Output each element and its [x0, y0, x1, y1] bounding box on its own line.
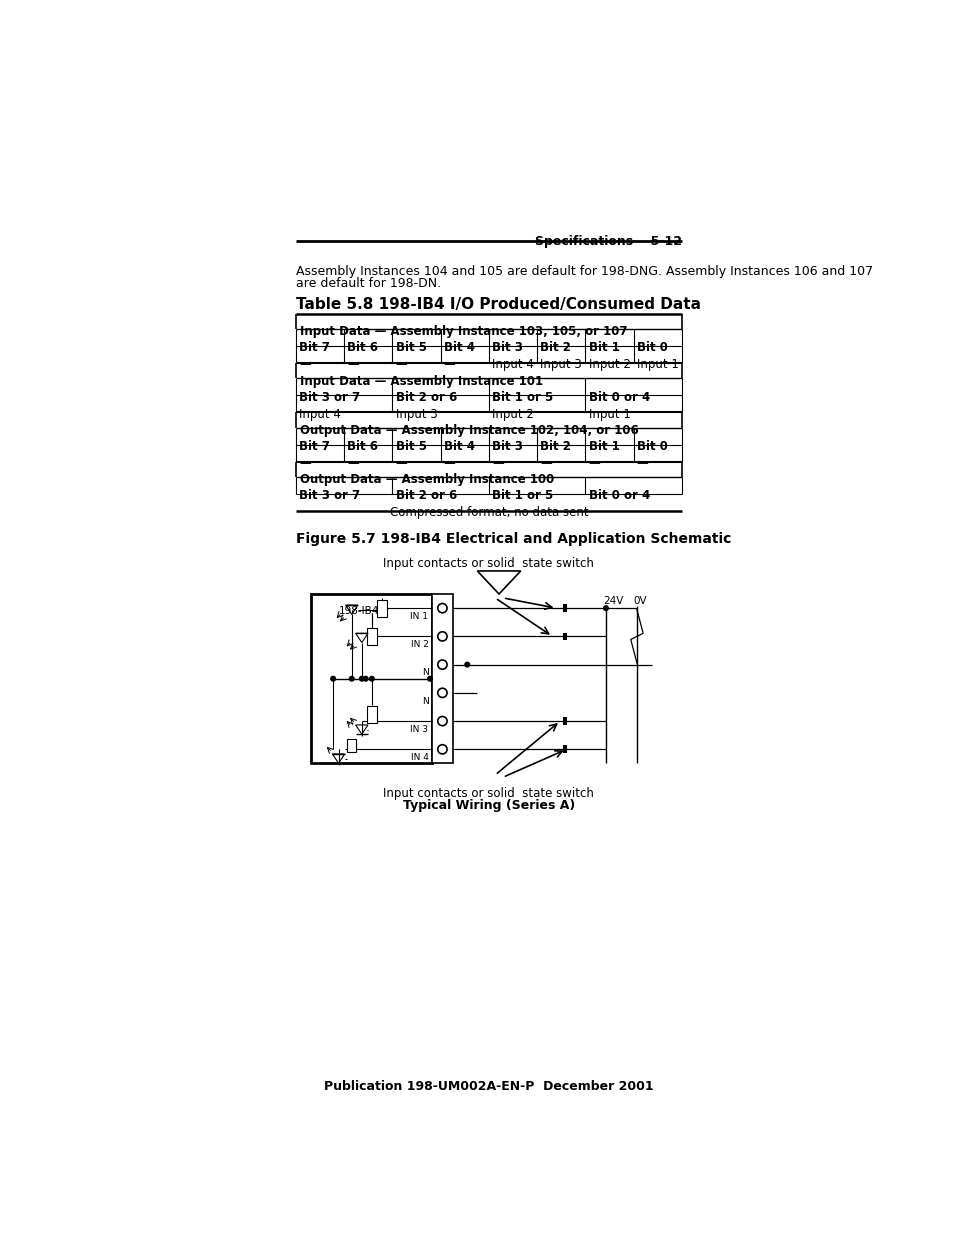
Text: —: — — [588, 457, 599, 471]
Bar — [311, 594, 431, 763]
Text: Input 2: Input 2 — [588, 358, 630, 372]
Bar — [367, 706, 376, 724]
Text: Bit 7: Bit 7 — [298, 341, 330, 354]
Text: Bit 1: Bit 1 — [588, 440, 618, 453]
Text: Bit 3: Bit 3 — [492, 440, 522, 453]
Text: Bit 4: Bit 4 — [443, 341, 475, 354]
Bar — [431, 594, 453, 763]
Text: N: N — [421, 668, 428, 678]
Bar — [367, 627, 376, 645]
Text: Bit 2: Bit 2 — [539, 341, 571, 354]
Text: Bit 7: Bit 7 — [298, 440, 330, 453]
Circle shape — [363, 677, 368, 680]
Text: 198-IB4: 198-IB4 — [338, 606, 378, 616]
Text: Input 4: Input 4 — [298, 408, 340, 421]
Text: Table 5.8 198-IB4 I/O Produced/Consumed Data: Table 5.8 198-IB4 I/O Produced/Consumed … — [295, 296, 700, 311]
Circle shape — [331, 677, 335, 680]
Text: —: — — [298, 457, 311, 471]
Text: Bit 0 or 4: Bit 0 or 4 — [588, 390, 649, 404]
Text: Input 1: Input 1 — [636, 358, 678, 372]
Text: Input contacts or solid  state switch: Input contacts or solid state switch — [383, 557, 594, 571]
Text: —: — — [443, 457, 455, 471]
Text: IN 4: IN 4 — [410, 753, 428, 762]
Text: Input Data — Assembly Instance 103, 105, or 107: Input Data — Assembly Instance 103, 105,… — [299, 325, 627, 338]
Text: Assembly Instances 104 and 105 are default for 198-DNG. Assembly Instances 106 a: Assembly Instances 104 and 105 are defau… — [295, 266, 872, 278]
Text: Specifications    5-12: Specifications 5-12 — [535, 235, 681, 248]
Text: Publication 198-UM002A-EN-P  December 2001: Publication 198-UM002A-EN-P December 200… — [324, 1079, 653, 1093]
Text: Bit 4: Bit 4 — [443, 440, 475, 453]
Circle shape — [427, 677, 432, 680]
Text: —: — — [347, 358, 358, 372]
Text: Typical Wiring (Series A): Typical Wiring (Series A) — [402, 799, 575, 811]
Text: Input 2: Input 2 — [492, 408, 534, 421]
Circle shape — [369, 677, 374, 680]
Text: Bit 2 or 6: Bit 2 or 6 — [395, 390, 456, 404]
Text: 24V: 24V — [602, 597, 622, 606]
Text: Input contacts or solid  state switch: Input contacts or solid state switch — [383, 787, 594, 799]
Text: Output Data — Assembly Instance 102, 104, or 106: Output Data — Assembly Instance 102, 104… — [299, 424, 638, 437]
Text: Bit 5: Bit 5 — [395, 341, 426, 354]
Text: IN 3: IN 3 — [410, 725, 428, 734]
Circle shape — [349, 677, 354, 680]
Text: Bit 1 or 5: Bit 1 or 5 — [492, 489, 553, 503]
Text: Bit 6: Bit 6 — [347, 341, 378, 354]
Text: Input 3: Input 3 — [395, 408, 436, 421]
Text: Bit 2: Bit 2 — [539, 440, 571, 453]
Text: —: — — [298, 358, 311, 372]
Text: —: — — [539, 457, 552, 471]
Text: N: N — [421, 697, 428, 705]
Text: Bit 0 or 4: Bit 0 or 4 — [588, 489, 649, 503]
Text: Bit 0: Bit 0 — [636, 440, 667, 453]
Circle shape — [359, 677, 364, 680]
Bar — [347, 739, 356, 752]
Text: IN 2: IN 2 — [410, 640, 428, 650]
Text: —: — — [492, 457, 503, 471]
Text: are default for 198-DN.: are default for 198-DN. — [295, 277, 440, 290]
Text: Bit 3: Bit 3 — [492, 341, 522, 354]
Text: Bit 1: Bit 1 — [588, 341, 618, 354]
Text: Bit 3 or 7: Bit 3 or 7 — [298, 489, 360, 503]
Text: Bit 5: Bit 5 — [395, 440, 426, 453]
Text: Compressed format, no data sent: Compressed format, no data sent — [389, 506, 588, 519]
Text: IN 1: IN 1 — [410, 613, 428, 621]
Text: —: — — [395, 358, 407, 372]
Text: Input 4: Input 4 — [492, 358, 534, 372]
Text: Bit 3 or 7: Bit 3 or 7 — [298, 390, 360, 404]
Text: Bit 6: Bit 6 — [347, 440, 378, 453]
Text: Bit 2 or 6: Bit 2 or 6 — [395, 489, 456, 503]
Text: 0V: 0V — [633, 597, 647, 606]
Text: Bit 1 or 5: Bit 1 or 5 — [492, 390, 553, 404]
Text: —: — — [395, 457, 407, 471]
Text: —: — — [636, 457, 648, 471]
Text: Bit 0: Bit 0 — [636, 341, 667, 354]
Text: Input Data — Assembly Instance 101: Input Data — Assembly Instance 101 — [299, 374, 542, 388]
Text: Input 3: Input 3 — [539, 358, 581, 372]
Circle shape — [603, 606, 608, 610]
Text: —: — — [443, 358, 455, 372]
Text: —: — — [347, 457, 358, 471]
Bar — [377, 600, 386, 616]
Text: Output Data — Assembly Instance 100: Output Data — Assembly Instance 100 — [299, 473, 554, 487]
Circle shape — [464, 662, 469, 667]
Text: Input 1: Input 1 — [588, 408, 630, 421]
Text: Figure 5.7 198-IB4 Electrical and Application Schematic: Figure 5.7 198-IB4 Electrical and Applic… — [295, 532, 731, 546]
